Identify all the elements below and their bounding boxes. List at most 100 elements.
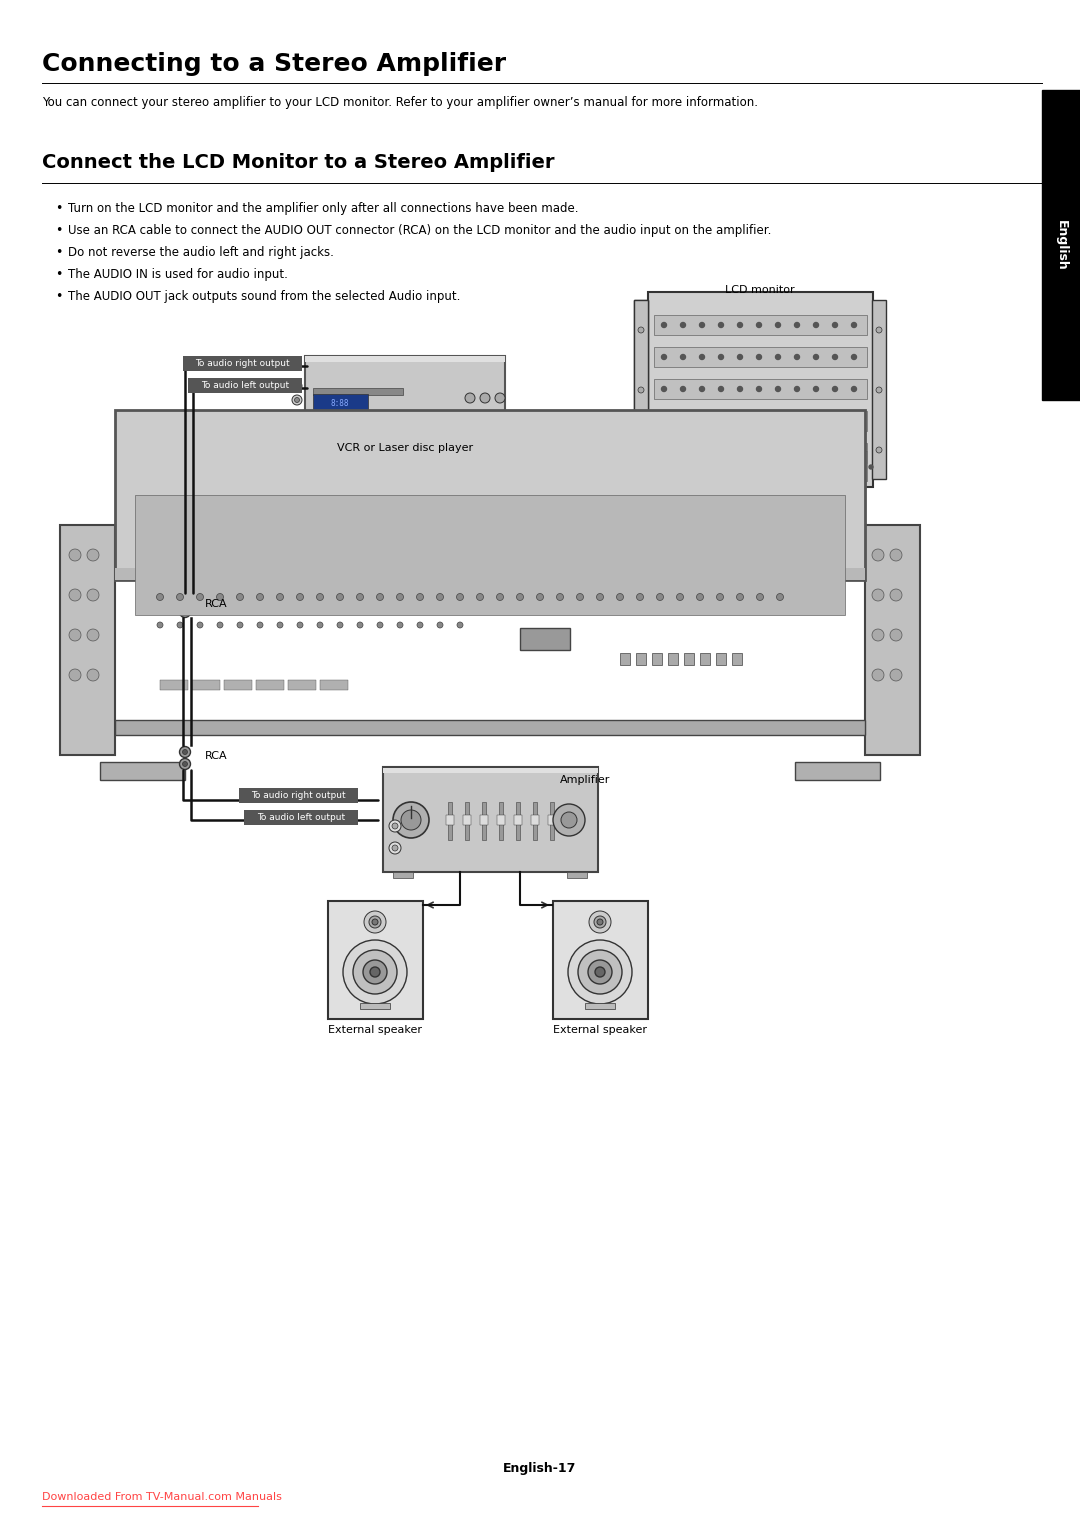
Text: You can connect your stereo amplifier to your LCD monitor. Refer to your amplifi: You can connect your stereo amplifier to…: [42, 96, 758, 108]
Bar: [320, 680, 348, 691]
Text: Connect the LCD Monitor to a Stereo Amplifier: Connect the LCD Monitor to a Stereo Ampl…: [42, 153, 554, 173]
Circle shape: [872, 630, 885, 642]
Bar: [550, 802, 554, 840]
Bar: [648, 292, 873, 487]
Circle shape: [417, 622, 423, 628]
Text: To audio left output: To audio left output: [257, 813, 346, 822]
Circle shape: [183, 761, 188, 767]
Circle shape: [389, 842, 401, 854]
Circle shape: [369, 915, 381, 927]
Circle shape: [851, 451, 856, 455]
Bar: [60, 526, 114, 755]
Circle shape: [756, 322, 761, 327]
Circle shape: [876, 327, 882, 333]
Circle shape: [179, 607, 190, 617]
Bar: [183, 356, 302, 371]
Circle shape: [197, 622, 203, 628]
Circle shape: [157, 593, 163, 601]
Circle shape: [804, 465, 807, 469]
Bar: [567, 872, 588, 879]
Circle shape: [781, 465, 785, 469]
Circle shape: [377, 593, 383, 601]
Text: Connecting to a Stereo Amplifier: Connecting to a Stereo Amplifier: [42, 52, 507, 76]
Bar: [393, 872, 413, 879]
Bar: [654, 315, 867, 335]
Bar: [732, 652, 742, 665]
Circle shape: [661, 387, 666, 391]
Bar: [514, 814, 522, 825]
Circle shape: [69, 549, 81, 561]
Circle shape: [183, 610, 188, 614]
Circle shape: [869, 465, 873, 469]
Circle shape: [833, 387, 837, 391]
Circle shape: [318, 622, 323, 628]
Circle shape: [596, 593, 604, 601]
Bar: [328, 902, 423, 1019]
Circle shape: [179, 594, 190, 605]
Text: Do not reverse the audio left and right jacks.: Do not reverse the audio left and right …: [68, 246, 334, 260]
Circle shape: [392, 845, 399, 851]
Circle shape: [718, 419, 724, 423]
Circle shape: [370, 967, 380, 976]
Text: LCD monitor: LCD monitor: [725, 286, 795, 295]
Circle shape: [292, 380, 302, 391]
Circle shape: [795, 451, 799, 455]
Circle shape: [775, 451, 781, 455]
Circle shape: [704, 465, 708, 469]
Circle shape: [858, 465, 862, 469]
Bar: [383, 767, 598, 872]
Text: To audio left output: To audio left output: [201, 380, 289, 390]
Circle shape: [597, 918, 603, 924]
Text: •: •: [55, 202, 63, 215]
Circle shape: [495, 393, 505, 403]
Circle shape: [851, 419, 856, 423]
Circle shape: [177, 622, 183, 628]
Circle shape: [671, 465, 675, 469]
Circle shape: [833, 354, 837, 359]
Circle shape: [756, 387, 761, 391]
Circle shape: [890, 669, 902, 681]
Text: Downloaded From TV-Manual.com Manuals: Downloaded From TV-Manual.com Manuals: [42, 1491, 282, 1502]
Circle shape: [876, 387, 882, 393]
Text: Use an RCA cable to connect the AUDIO OUT connector (RCA) on the LCD monitor and: Use an RCA cable to connect the AUDIO OU…: [68, 225, 771, 237]
Circle shape: [777, 593, 783, 601]
Circle shape: [716, 593, 724, 601]
Circle shape: [457, 622, 463, 628]
Circle shape: [87, 630, 99, 642]
Circle shape: [364, 911, 386, 934]
Circle shape: [457, 593, 463, 601]
Circle shape: [556, 593, 564, 601]
Circle shape: [718, 451, 724, 455]
Bar: [585, 1002, 615, 1008]
Circle shape: [700, 354, 704, 359]
Circle shape: [738, 322, 743, 327]
Bar: [477, 423, 492, 429]
Circle shape: [356, 593, 364, 601]
Circle shape: [700, 322, 704, 327]
Circle shape: [681, 465, 686, 469]
Polygon shape: [735, 490, 775, 565]
Bar: [188, 377, 302, 393]
Circle shape: [257, 593, 264, 601]
Bar: [100, 762, 185, 779]
Circle shape: [357, 622, 363, 628]
Circle shape: [316, 593, 324, 601]
Bar: [654, 379, 867, 399]
Bar: [360, 1002, 390, 1008]
Circle shape: [756, 419, 761, 423]
Circle shape: [813, 322, 819, 327]
Bar: [553, 902, 648, 1019]
Text: •: •: [55, 246, 63, 260]
Circle shape: [661, 322, 666, 327]
Circle shape: [363, 960, 387, 984]
Text: RCA: RCA: [205, 750, 228, 761]
Bar: [652, 652, 662, 665]
Bar: [383, 769, 598, 773]
Circle shape: [715, 465, 719, 469]
Bar: [548, 814, 556, 825]
Circle shape: [553, 804, 585, 836]
Bar: [499, 802, 503, 840]
Text: To audio right output: To audio right output: [195, 359, 289, 368]
Circle shape: [589, 911, 611, 934]
Circle shape: [87, 549, 99, 561]
